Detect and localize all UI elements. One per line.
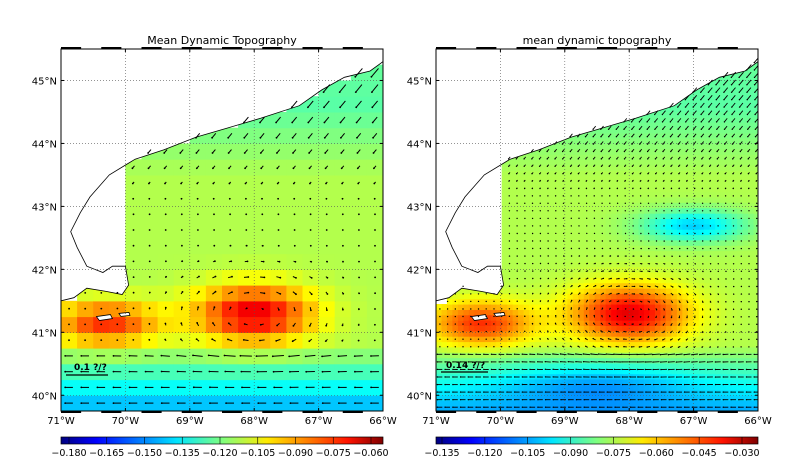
colorbar-tick-label: −0.180 bbox=[51, 448, 86, 459]
panel-left: Mean Dynamic Topography 45°N 44°N 43°N 42°N… bbox=[32, 34, 397, 459]
colorbar-tick-label: −0.105 bbox=[240, 448, 275, 459]
colorbar-tick-label: −0.090 bbox=[278, 448, 313, 459]
lon-tick-label: 71°W bbox=[47, 416, 75, 427]
colorbar-bar bbox=[435, 436, 759, 445]
colorbar-ticks: −0.180 −0.165 −0.150 −0.135 −0.120 −0.105 −0.0… bbox=[51, 437, 389, 459]
panel-title: Mean Dynamic Topography bbox=[147, 34, 297, 47]
colorbar-ticks: −0.135 −0.120 −0.105 −0.090 −0.075 −0.060 −0.0… bbox=[424, 437, 760, 459]
lat-tick-label: 40°N bbox=[407, 391, 432, 402]
lon-tick-label: 70°W bbox=[487, 416, 515, 427]
colorbar-tick-label: −0.150 bbox=[127, 448, 162, 459]
lat-tick-label: 40°N bbox=[32, 391, 57, 402]
colorbar: −0.180 −0.165 −0.150 −0.135 −0.120 −0.105 −0.0… bbox=[51, 436, 389, 459]
colorbar-tick-label: −0.030 bbox=[724, 448, 759, 459]
colorbar-tick-label: −0.090 bbox=[553, 448, 588, 459]
lon-tick-label: 67°W bbox=[680, 416, 708, 427]
colorbar-tick-label: −0.165 bbox=[89, 448, 124, 459]
lon-tick-label: 68°W bbox=[615, 416, 643, 427]
lat-tick-label: 41°N bbox=[407, 328, 432, 339]
lat-tick-label: 45°N bbox=[32, 76, 57, 87]
scale-label: 0.14 ?/? bbox=[446, 361, 485, 371]
lon-tick-label: 69°W bbox=[551, 416, 579, 427]
graticule bbox=[61, 49, 383, 411]
lat-tick-label: 44°N bbox=[32, 139, 57, 150]
lon-tick-label: 71°W bbox=[422, 416, 450, 427]
mdt-field-fine bbox=[436, 49, 758, 411]
colorbar-tick-label: −0.120 bbox=[467, 448, 502, 459]
velocity-vectors bbox=[64, 68, 379, 404]
lat-tick-label: 43°N bbox=[32, 202, 57, 213]
lon-tick-label: 69°W bbox=[176, 416, 204, 427]
colorbar-tick-label: −0.075 bbox=[316, 448, 351, 459]
velocity-vectors bbox=[436, 57, 758, 408]
lat-tick-label: 41°N bbox=[32, 328, 57, 339]
graticule bbox=[436, 49, 758, 411]
lat-tick-label: 45°N bbox=[407, 76, 432, 87]
vector-scale: 0.1 ?/? bbox=[66, 363, 108, 376]
colorbar-bar bbox=[60, 436, 384, 445]
colorbar-tick-label: −0.045 bbox=[682, 448, 717, 459]
lon-tick-label: 67°W bbox=[305, 416, 333, 427]
scale-label: 0.1 ?/? bbox=[74, 363, 107, 373]
lon-tick-label: 68°W bbox=[240, 416, 268, 427]
colorbar-tick-label: −0.075 bbox=[596, 448, 631, 459]
lat-tick-label: 43°N bbox=[407, 202, 432, 213]
axis-ticks: 45°N 44°N 43°N 42°N 41°N 40°N 71°W 70°W 69°W 68°W… bbox=[32, 47, 397, 427]
colorbar: −0.135 −0.120 −0.105 −0.090 −0.075 −0.060 −0.0… bbox=[424, 436, 760, 459]
colorbar-tick-label: −0.105 bbox=[510, 448, 545, 459]
lat-tick-label: 44°N bbox=[407, 139, 432, 150]
lat-tick-label: 42°N bbox=[407, 265, 432, 276]
panel-title: mean dynamic topography bbox=[523, 34, 672, 47]
panel-right: mean dynamic topography 45°N 44°N 43°N 42°N… bbox=[407, 34, 772, 459]
vector-scale: 0.14 ?/? bbox=[441, 361, 488, 373]
lat-tick-label: 42°N bbox=[32, 265, 57, 276]
mdt-field-coarse bbox=[61, 49, 383, 411]
colorbar-tick-label: −0.135 bbox=[165, 448, 200, 459]
colorbar-tick-label: −0.060 bbox=[353, 448, 388, 459]
colorbar-tick-label: −0.120 bbox=[202, 448, 237, 459]
colorbar-tick-label: −0.060 bbox=[639, 448, 674, 459]
lon-tick-label: 66°W bbox=[744, 416, 772, 427]
lon-tick-label: 66°W bbox=[369, 416, 397, 427]
axis-ticks: 45°N 44°N 43°N 42°N 41°N 40°N 71°W 70°W 69°W 68°W… bbox=[407, 47, 772, 427]
lon-tick-label: 70°W bbox=[112, 416, 140, 427]
colorbar-tick-label: −0.135 bbox=[424, 448, 459, 459]
